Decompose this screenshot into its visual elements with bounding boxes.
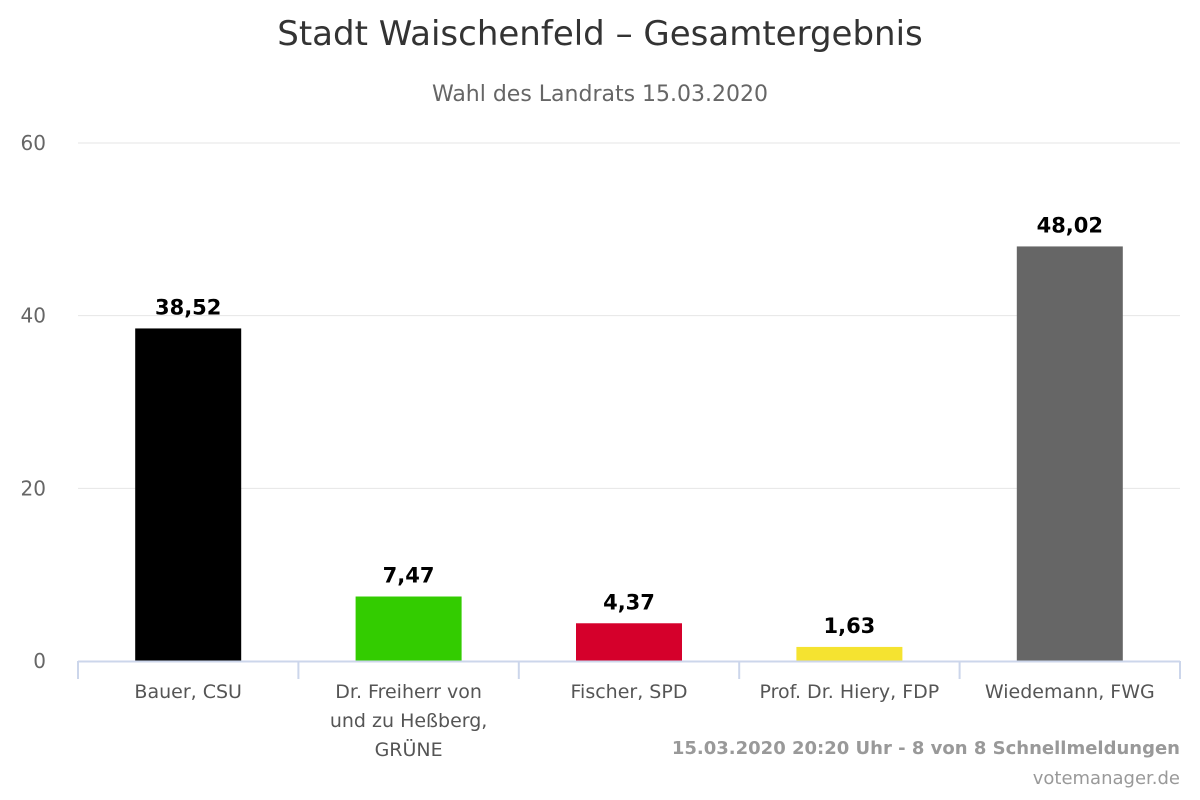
- data-label: 1,63: [823, 614, 875, 638]
- y-tick-label: 40: [21, 304, 46, 328]
- x-axis: [77, 660, 1181, 679]
- chart-title: Stadt Waischenfeld – Gesamtergebnis: [277, 14, 923, 54]
- x-category-label: Fischer, SPD: [571, 681, 688, 703]
- y-tick-label: 0: [33, 649, 46, 673]
- source-credit[interactable]: votemanager.de: [1032, 768, 1180, 789]
- y-tick-label: 20: [21, 476, 46, 500]
- chart-subtitle: Wahl des Landrats 15.03.2020: [431, 82, 769, 107]
- x-category-label: Wiedemann, FWG: [985, 681, 1155, 703]
- x-category-label: Dr. Freiherr von und zu Heßberg, GRÜNE: [330, 681, 488, 761]
- bar[interactable]: [576, 623, 682, 661]
- x-axis-categories: Bauer, CSU Dr. Freiherr von und zu Heßberg…: [134, 681, 1154, 761]
- data-label: 48,02: [1037, 213, 1103, 237]
- y-axis-ticks: 0 20 40 60: [21, 131, 46, 673]
- status-text: 15.03.2020 20:20 Uhr - 8 von 8 Schnellme…: [671, 738, 1180, 759]
- data-label: 4,37: [603, 590, 655, 614]
- bar[interactable]: [796, 646, 903, 661]
- bar[interactable]: [355, 596, 462, 661]
- bar[interactable]: [135, 328, 242, 661]
- gridlines: [78, 142, 1180, 489]
- x-category-label: Bauer, CSU: [134, 681, 242, 703]
- data-label: 38,52: [155, 295, 221, 319]
- bars: [135, 246, 1123, 661]
- y-tick-label: 60: [21, 131, 46, 155]
- data-labels: 38,52 7,47 4,37 1,63 48,02: [155, 213, 1103, 638]
- data-label: 7,47: [383, 564, 435, 588]
- x-category-label: Prof. Dr. Hiery, FDP: [760, 681, 940, 703]
- bar[interactable]: [1016, 246, 1123, 661]
